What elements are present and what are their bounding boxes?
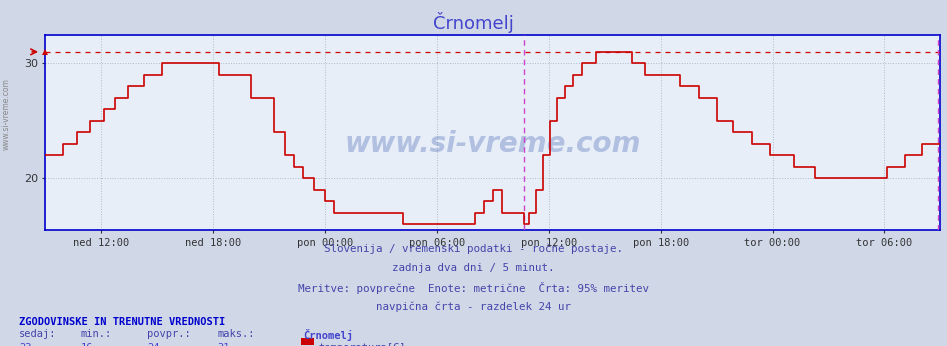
Text: Meritve: povprečne  Enote: metrične  Črta: 95% meritev: Meritve: povprečne Enote: metrične Črta:… <box>298 282 649 294</box>
Text: Črnomelj: Črnomelj <box>433 12 514 33</box>
Text: sedaj:: sedaj: <box>19 329 57 339</box>
Text: Črnomelj: Črnomelj <box>303 329 353 342</box>
Text: www.si-vreme.com: www.si-vreme.com <box>345 130 641 158</box>
Text: navpična črta - razdelek 24 ur: navpična črta - razdelek 24 ur <box>376 301 571 311</box>
Text: 16: 16 <box>80 343 93 346</box>
Text: 24: 24 <box>147 343 159 346</box>
Text: zadnja dva dni / 5 minut.: zadnja dva dni / 5 minut. <box>392 263 555 273</box>
Text: maks.:: maks.: <box>218 329 256 339</box>
Text: povpr.:: povpr.: <box>147 329 190 339</box>
Text: min.:: min.: <box>80 329 112 339</box>
Text: ZGODOVINSKE IN TRENUTNE VREDNOSTI: ZGODOVINSKE IN TRENUTNE VREDNOSTI <box>19 317 225 327</box>
Text: 31: 31 <box>218 343 230 346</box>
Text: temperatura[C]: temperatura[C] <box>318 343 405 346</box>
Text: 23: 23 <box>19 343 31 346</box>
Text: Slovenija / vremenski podatki - ročne postaje.: Slovenija / vremenski podatki - ročne po… <box>324 244 623 254</box>
Text: www.si-vreme.com: www.si-vreme.com <box>2 78 11 150</box>
